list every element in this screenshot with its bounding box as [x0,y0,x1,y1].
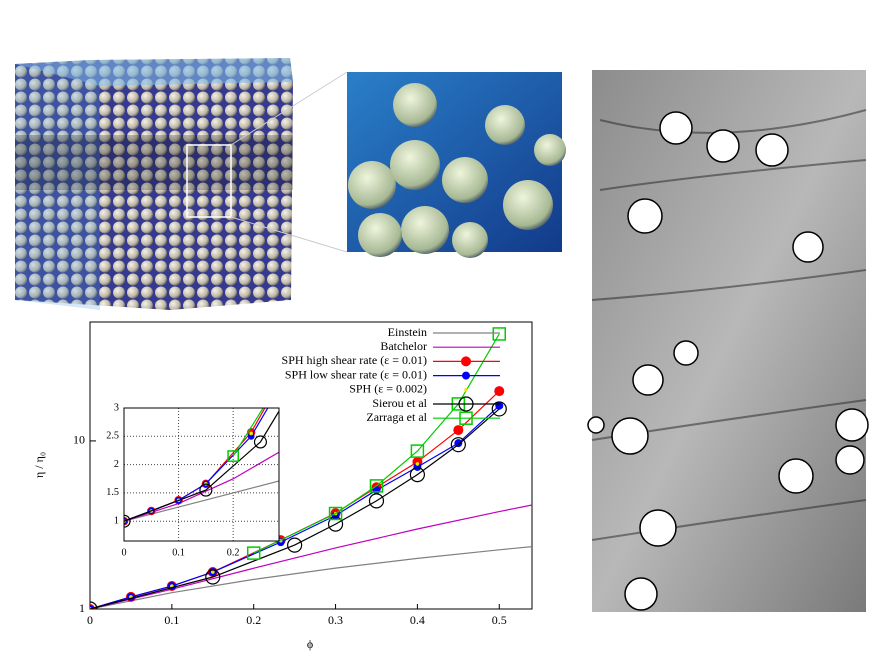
marker [494,386,505,397]
marker [454,439,463,448]
y-tick-label: 1 [114,516,119,527]
y-tick-label: 10 [73,433,85,447]
marker [464,388,468,392]
marker [413,462,422,471]
series-line [253,333,500,554]
y-tick-label: 1.5 [106,487,119,498]
marker [462,371,470,380]
x-tick-label: 0.2 [246,613,261,627]
x-tick-label: 0.3 [328,613,343,627]
marker [337,80,347,90]
x-tick-label: 0.1 [172,547,185,558]
series-line [90,546,532,609]
x-tick-label: 0 [121,547,126,558]
x-tick-label: 0.4 [410,613,425,627]
y-axis-label: η / η₀ [32,452,46,478]
y-tick-label: 2.5 [106,431,119,442]
legend-label: SPH high shear rate (ε = 0.01) [282,353,427,367]
marker [227,450,240,462]
marker [311,274,320,283]
plot-frame [89,321,533,610]
marker [492,327,507,341]
x-tick-label: 0 [87,613,93,627]
marker [312,286,319,293]
x-tick-label: 0.1 [164,613,179,627]
marker [364,34,376,46]
series-line [124,410,279,522]
legend-label: Zarraga et al [366,410,427,424]
marker [339,178,346,185]
series-line [90,405,500,609]
marker [369,479,384,493]
zoom-panel [347,72,566,258]
series-group [90,327,532,609]
x-axis-label: ϕ [307,637,313,651]
inset-frame [123,407,280,542]
y-tick-label: 1 [79,601,85,615]
legend-label: SPH (ε = 0.002) [349,382,427,396]
series-line [90,408,500,609]
marker [366,25,373,32]
marker [341,163,345,167]
legend-label: Batchelor [380,339,427,353]
y-tick-label: 2 [114,459,119,470]
marker [247,432,255,440]
marker [287,537,303,553]
marker [336,215,348,227]
marker [253,435,267,449]
marker [459,411,473,425]
marker [199,483,213,497]
marker [309,323,321,335]
marker [458,396,474,412]
legend-label: Sierou et al [372,396,427,410]
marker [450,437,466,453]
series-line [124,480,279,522]
marker [310,267,320,277]
marker [368,493,385,509]
legend-label: SPH low shear rate (ε = 0.01) [285,367,427,381]
marker [338,149,347,158]
y-tick-label: 3 [114,402,119,413]
x-tick-label: 0.5 [492,613,507,627]
particle-cube [15,58,348,310]
marker [282,391,294,403]
marker [409,467,426,483]
marker [246,546,261,560]
marker [491,401,507,417]
marker [249,431,253,436]
legend-label: Einstein [388,325,427,339]
marker [415,462,420,466]
x-tick-label: 0.2 [227,547,240,558]
marker [410,444,425,458]
marker [328,506,343,521]
marker [461,356,471,367]
marker [453,425,464,436]
marker [210,570,215,574]
shear-field [587,70,869,612]
marker [327,516,344,532]
marker [205,569,221,585]
